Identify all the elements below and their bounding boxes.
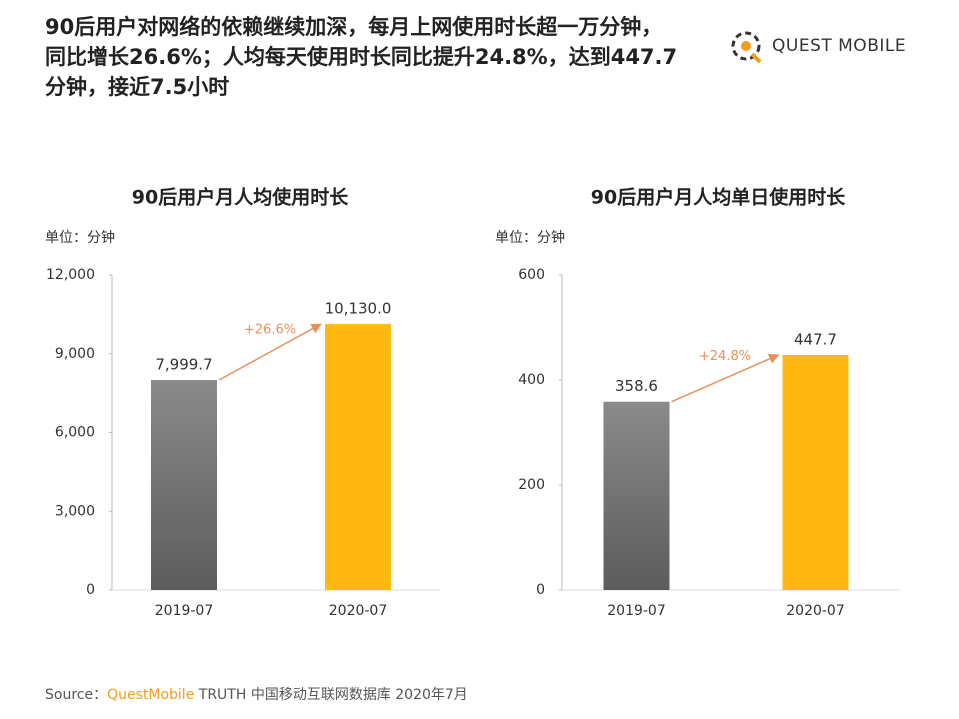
- chart-title: 90后用户月人均使用时长: [132, 186, 349, 209]
- growth-label: +26.6%: [244, 323, 296, 338]
- x-tick-label: 2020-07: [329, 603, 388, 619]
- y-tick-label: 200: [518, 477, 545, 493]
- headline: 90后用户对网络的依赖继续加深，每月上网使用时长超一万分钟， 同比增长26.6%…: [45, 12, 677, 102]
- y-tick-label: 600: [518, 267, 545, 283]
- y-tick-label: 400: [518, 372, 545, 388]
- x-tick-label: 2020-07: [786, 603, 845, 619]
- y-tick-label: 3,000: [55, 503, 95, 519]
- value-label: 447.7: [794, 330, 837, 348]
- chart-title: 90后用户月人均单日使用时长: [591, 186, 846, 209]
- source-rest: TRUTH 中国移动互联网数据库 2020年7月: [194, 687, 468, 703]
- x-tick-label: 2019-07: [607, 603, 666, 619]
- source: Source：QuestMobile TRUTH 中国移动互联网数据库 2020…: [45, 684, 468, 704]
- unit-label: 单位：分钟: [495, 229, 565, 246]
- y-tick-label: 6,000: [55, 425, 95, 441]
- x-tick-label: 2019-07: [155, 603, 214, 619]
- source-brand: QuestMobile: [107, 687, 195, 703]
- y-tick-label: 12,000: [46, 267, 95, 283]
- growth-arrow: [218, 323, 322, 381]
- value-label: 358.6: [615, 377, 658, 395]
- unit-label: 单位：分钟: [45, 229, 115, 246]
- growth-label: +24.8%: [699, 349, 751, 364]
- bar: [782, 354, 849, 590]
- bar: [325, 324, 391, 590]
- value-label: 7,999.7: [155, 356, 212, 374]
- y-tick-label: 0: [536, 582, 545, 598]
- y-tick-label: 0: [86, 582, 95, 598]
- bar: [151, 380, 217, 590]
- growth-arrow: [671, 353, 780, 403]
- logo-icon: [731, 31, 762, 64]
- headline-line: 分钟，接近7.5小时: [45, 75, 230, 99]
- logo: QUEST MOBILE: [726, 26, 906, 66]
- logo-text: QUEST MOBILE: [772, 36, 907, 56]
- y-tick-label: 9,000: [55, 346, 95, 362]
- headline-line: 90后用户对网络的依赖继续加深，每月上网使用时长超一万分钟，: [45, 15, 663, 39]
- value-label: 10,130.0: [325, 300, 392, 318]
- headline-line: 同比增长26.6%；人均每天使用时长同比提升24.8%，达到447.7: [45, 45, 678, 69]
- source-prefix: Source：: [45, 687, 108, 703]
- bar: [603, 401, 670, 590]
